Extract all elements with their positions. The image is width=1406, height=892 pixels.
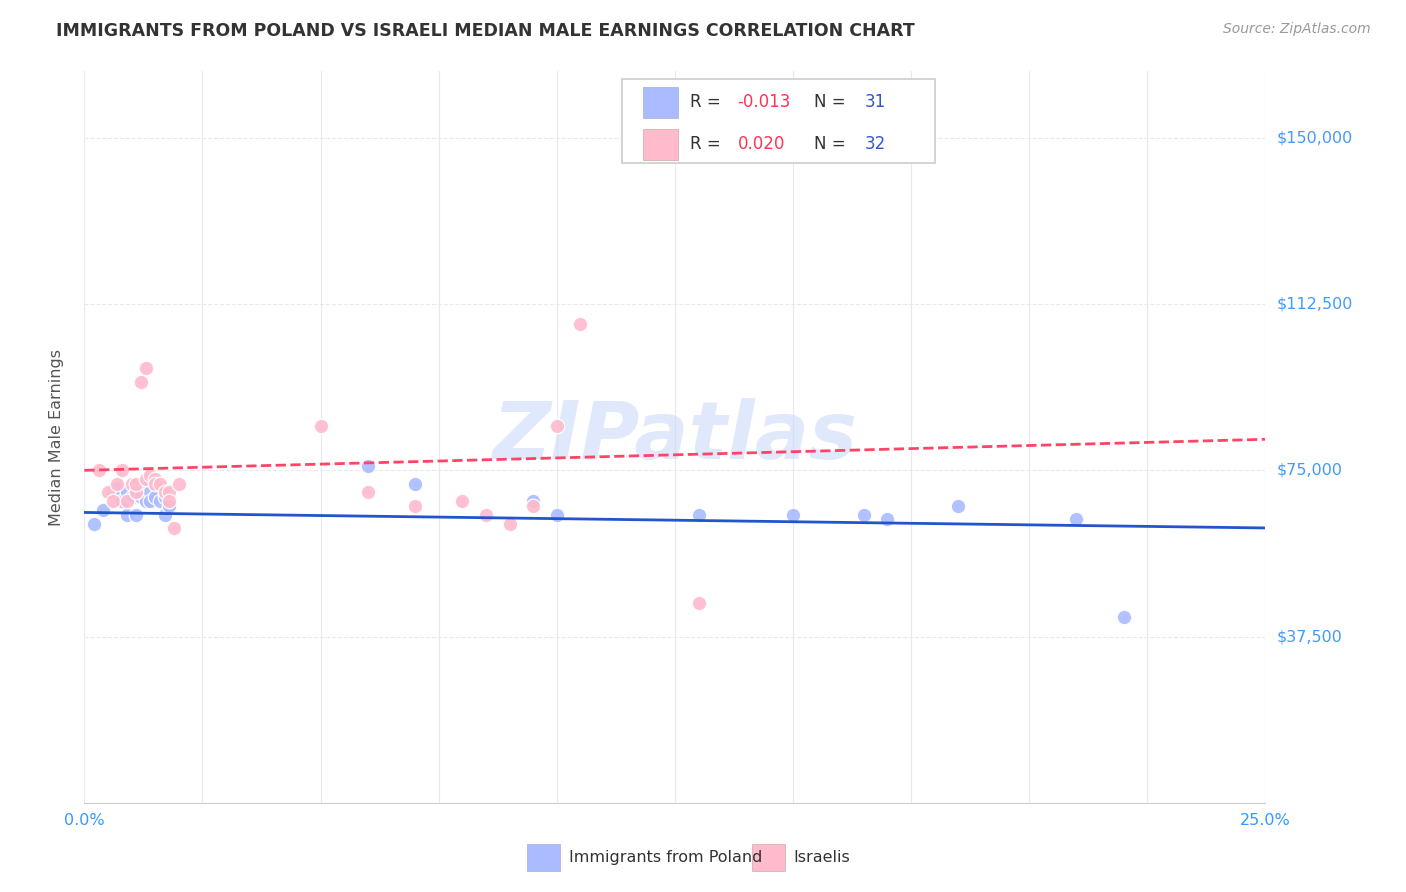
Point	[852, 508, 875, 522]
Point	[111, 494, 134, 508]
Point	[125, 485, 148, 500]
Point	[1066, 512, 1088, 526]
Y-axis label: Median Male Earnings: Median Male Earnings	[49, 349, 63, 525]
Text: $112,500: $112,500	[1277, 297, 1353, 311]
Text: R =: R =	[690, 94, 727, 112]
Point	[522, 494, 544, 508]
FancyBboxPatch shape	[527, 845, 561, 871]
FancyBboxPatch shape	[643, 87, 679, 118]
Point	[115, 485, 138, 500]
Text: N =: N =	[814, 94, 851, 112]
Point	[157, 494, 180, 508]
Point	[475, 508, 498, 522]
Point	[1112, 609, 1135, 624]
Point	[97, 485, 120, 500]
Point	[157, 499, 180, 513]
Point	[125, 485, 148, 500]
Point	[357, 485, 380, 500]
Point	[522, 499, 544, 513]
Point	[163, 521, 186, 535]
Point	[404, 499, 426, 513]
Text: Israelis: Israelis	[793, 850, 849, 865]
Text: Source: ZipAtlas.com: Source: ZipAtlas.com	[1223, 22, 1371, 37]
Point	[101, 494, 124, 508]
Point	[107, 476, 129, 491]
Point	[153, 508, 176, 522]
Point	[135, 472, 157, 486]
Text: $150,000: $150,000	[1277, 130, 1353, 145]
Point	[101, 485, 124, 500]
Text: R =: R =	[690, 136, 727, 153]
Point	[111, 463, 134, 477]
Point	[498, 516, 520, 531]
Point	[451, 494, 474, 508]
Point	[143, 490, 166, 504]
Point	[87, 463, 110, 477]
Point	[129, 476, 152, 491]
Point	[139, 494, 162, 508]
Text: IMMIGRANTS FROM POLAND VS ISRAELI MEDIAN MALE EARNINGS CORRELATION CHART: IMMIGRANTS FROM POLAND VS ISRAELI MEDIAN…	[56, 22, 915, 40]
Point	[121, 476, 143, 491]
Point	[135, 494, 157, 508]
Text: ZIPatlas: ZIPatlas	[492, 398, 858, 476]
Point	[688, 131, 710, 145]
Point	[167, 476, 190, 491]
Point	[149, 494, 172, 508]
Point	[139, 485, 162, 500]
Point	[876, 512, 898, 526]
Point	[546, 419, 568, 434]
Text: -0.013: -0.013	[738, 94, 790, 112]
FancyBboxPatch shape	[621, 78, 935, 163]
Text: 31: 31	[865, 94, 886, 112]
Point	[149, 476, 172, 491]
Point	[143, 476, 166, 491]
Point	[129, 490, 152, 504]
Point	[139, 467, 162, 482]
Point	[125, 508, 148, 522]
Point	[569, 317, 592, 331]
Point	[153, 485, 176, 500]
FancyBboxPatch shape	[643, 129, 679, 160]
Text: 32: 32	[865, 136, 886, 153]
Point	[129, 375, 152, 389]
Point	[357, 458, 380, 473]
Text: Immigrants from Poland: Immigrants from Poland	[568, 850, 762, 865]
Point	[83, 516, 105, 531]
Point	[135, 361, 157, 376]
Text: 0.020: 0.020	[738, 136, 785, 153]
Point	[546, 508, 568, 522]
Point	[143, 472, 166, 486]
Point	[153, 490, 176, 504]
Point	[404, 476, 426, 491]
Point	[157, 485, 180, 500]
Point	[125, 476, 148, 491]
Point	[782, 508, 804, 522]
Point	[115, 508, 138, 522]
Text: N =: N =	[814, 136, 851, 153]
FancyBboxPatch shape	[752, 845, 785, 871]
Point	[91, 503, 114, 517]
Point	[309, 419, 332, 434]
Point	[688, 596, 710, 610]
Point	[948, 499, 970, 513]
Point	[107, 481, 129, 495]
Text: $75,000: $75,000	[1277, 463, 1343, 478]
Point	[688, 508, 710, 522]
Point	[115, 494, 138, 508]
Point	[121, 490, 143, 504]
Text: $37,500: $37,500	[1277, 629, 1343, 644]
